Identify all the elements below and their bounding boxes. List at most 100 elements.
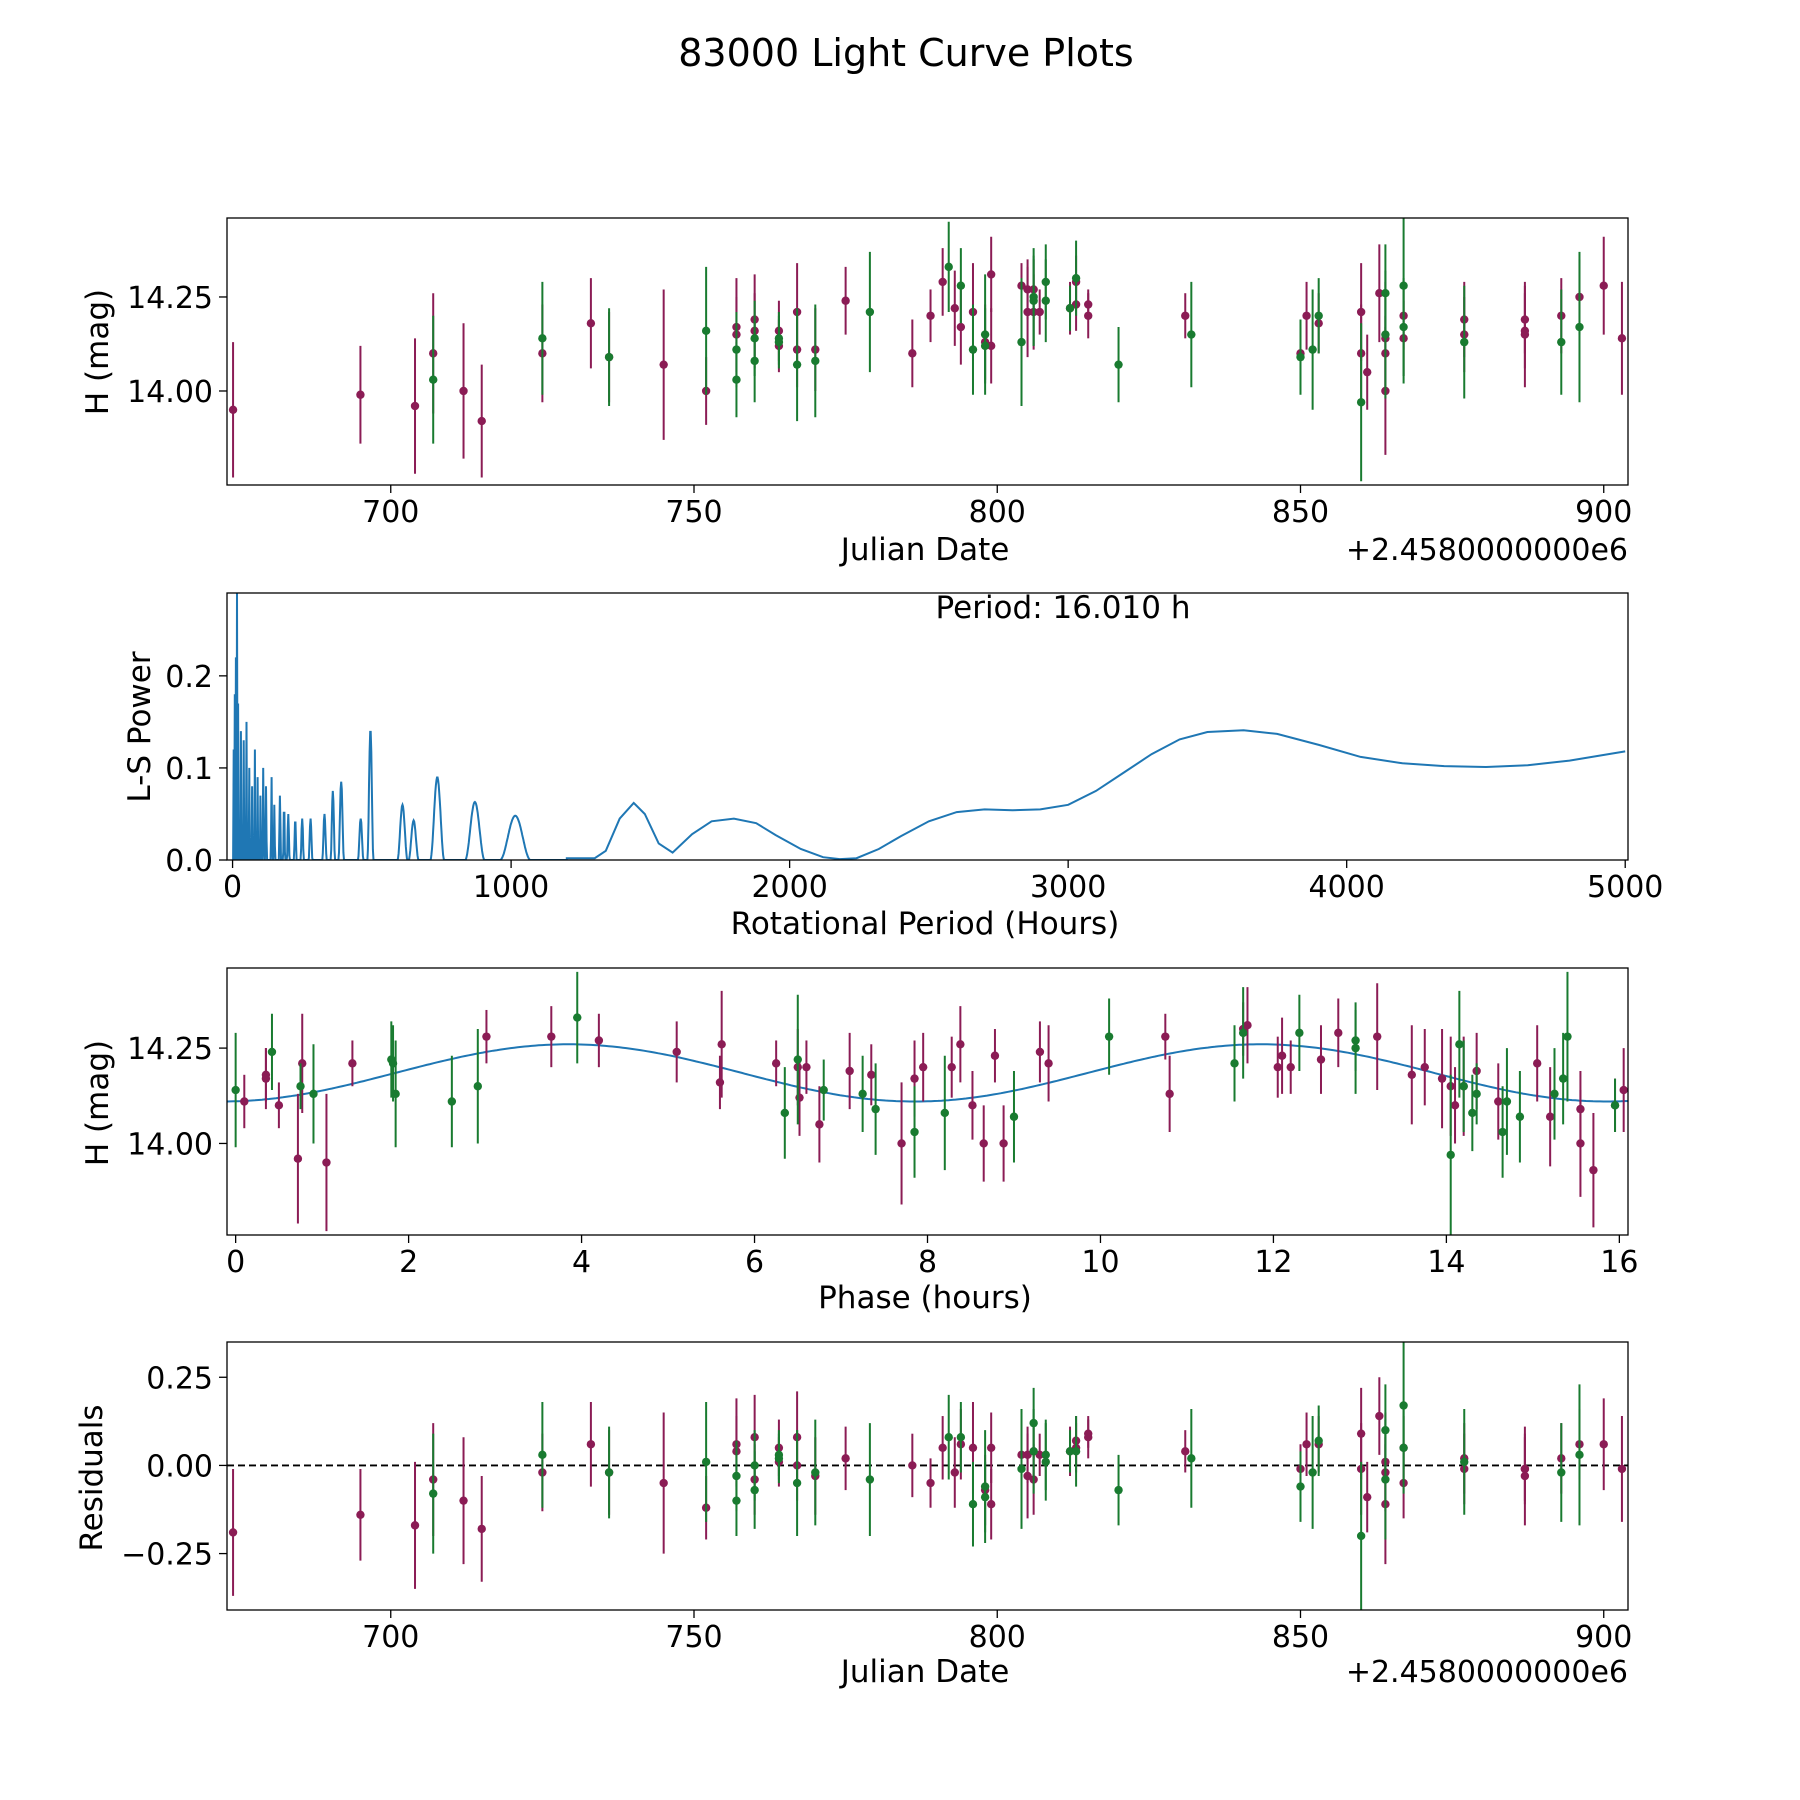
red-data-point [968,1101,977,1110]
green-data-point [1308,345,1317,354]
red-data-point [482,1032,491,1041]
x-tick-label: 800 [969,495,1026,530]
green-data-point [1356,1531,1366,1541]
x-tick-label: 900 [1575,1620,1632,1655]
red-data-point [1437,1074,1447,1083]
green-data-point [1104,1032,1114,1041]
green-data-point [780,1108,790,1118]
green-data-point [1017,337,1026,347]
green-data-point [774,1450,784,1460]
green-data-point [1468,1108,1477,1118]
red-data-point [908,349,917,358]
periodogram-xlabel: Rotational Period (Hours) [731,906,1120,942]
green-data-point [956,1433,966,1442]
sinusoid-model-line [227,1043,1628,1103]
red-data-point [717,1040,726,1049]
red-data-point [1044,1059,1053,1068]
red-data-point [1375,289,1384,298]
red-data-point [274,1101,284,1110]
green-data-point [1071,273,1081,283]
red-data-point [1181,1447,1190,1456]
green-data-point [1399,322,1408,332]
green-data-point [811,1468,820,1477]
green-data-point [296,1082,305,1091]
x-tick-label: 0 [223,870,242,905]
y-tick-label: 14.25 [127,281,213,316]
x-tick-label: 700 [362,495,419,530]
red-data-point [841,1454,850,1463]
green-data-point [1296,352,1305,362]
green-data-point [1381,1475,1390,1484]
x-tick-label: 0 [226,1245,245,1280]
red-data-point [1286,1062,1295,1072]
green-data-point [1187,1454,1196,1463]
red-data-point [910,1074,919,1083]
green-data-point [1563,1032,1572,1041]
y-tick-label: −0.25 [121,1538,213,1573]
green-data-point [811,356,820,366]
green-data-point [732,1496,741,1505]
x-tick-label: 12 [1254,1245,1292,1280]
green-data-point [1446,1150,1455,1160]
red-data-point [240,1097,249,1106]
red-data-point [410,1521,420,1530]
red-data-point [356,1510,365,1519]
x-tick-label: 16 [1600,1245,1638,1280]
x-tick-label: 10 [1081,1245,1119,1280]
red-data-point [672,1047,681,1057]
x-tick-label: 6 [745,1245,764,1280]
red-data-point [1084,300,1093,309]
red-data-point [1277,1051,1287,1060]
red-data-point [918,1062,928,1072]
green-data-point [940,1108,949,1118]
x-tick-label: 4 [572,1245,591,1280]
red-data-point [1532,1059,1542,1068]
x-tick-label: 14 [1427,1245,1465,1280]
phase-folded-plot-area [227,971,1628,1235]
light-curve-xlabel: Julian Date [839,532,1010,568]
green-data-point [1610,1101,1620,1110]
red-data-point [1023,307,1032,317]
red-data-point [1035,307,1044,317]
red-data-point [1599,1440,1608,1449]
green-data-point [1295,1028,1304,1038]
x-tick-label: 1000 [473,870,549,905]
x-tick-label: 8 [918,1245,937,1280]
lomb-scargle-power-line [232,593,1626,860]
red-data-point [968,1443,978,1452]
green-data-point [944,1433,953,1442]
green-data-point [1041,296,1050,305]
light-curve-plot-area [228,218,1627,482]
red-data-point [659,360,668,369]
red-data-point [477,416,486,426]
red-data-point [1494,1097,1503,1106]
residuals-ylabel: Residuals [74,1404,110,1551]
red-data-point [947,1062,956,1072]
red-data-point [1181,311,1190,320]
y-tick-label: 14.00 [127,1127,213,1162]
green-data-point [231,1085,240,1095]
phase-folded-panel: Phase (hours) H (mag) 0 2 4 6 8 10 12 14 16 14.00… [80,967,1638,1316]
green-data-point [980,1492,990,1502]
red-data-point [1450,1101,1460,1110]
red-data-point [715,1078,725,1087]
light-curve-offset-label: +2.4580000000e6 [1346,533,1628,568]
x-tick-label: 700 [362,1620,419,1655]
red-data-point [1023,1471,1032,1481]
green-data-point [604,1468,614,1477]
y-tick-label: 0.2 [165,660,213,695]
red-data-point [298,1059,307,1068]
green-data-point [1230,1059,1239,1068]
red-data-point [771,1059,781,1068]
x-tick-label: 750 [665,1620,722,1655]
green-data-point [1009,1112,1019,1121]
green-data-point [604,352,614,362]
green-data-point [793,1055,802,1064]
red-data-point [938,1443,947,1452]
green-data-point [1065,1447,1075,1456]
red-data-point [795,1093,804,1102]
green-data-point [267,1047,277,1057]
green-data-point [309,1089,318,1099]
green-data-point [1029,1418,1038,1428]
green-data-point [391,1089,400,1099]
